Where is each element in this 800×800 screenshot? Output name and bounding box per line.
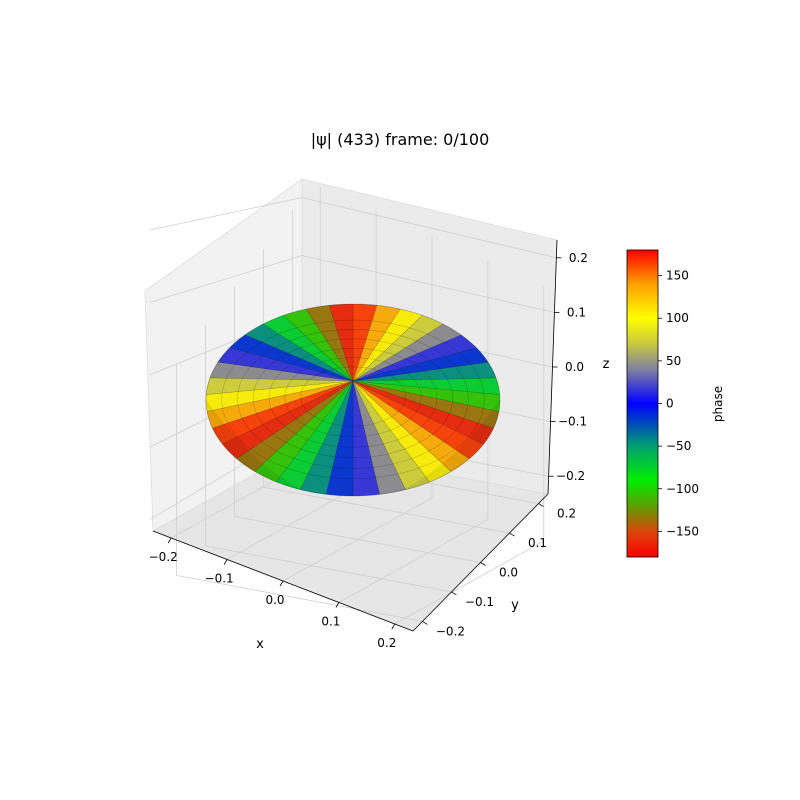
colorbar-gradient [626, 249, 659, 558]
surface-mesh-ring [300, 366, 406, 427]
colorbar-tick-label: −150 [666, 524, 699, 538]
z-tick-labels: −0.2 −0.1 0.0 0.1 0.2 [548, 251, 588, 483]
y-tick-labels: −0.2 −0.1 0.0 0.1 0.2 [422, 503, 576, 638]
surface-sector [316, 380, 354, 496]
colorbar: 150 100 50 0 −50 −100 −150 phase [626, 249, 725, 558]
surface-mesh-ring [268, 347, 438, 448]
x-tick-labels: −0.2 −0.1 0.0 0.1 0.2 [149, 537, 396, 650]
y-axis-label: y [511, 598, 519, 613]
colorbar-tick-label: −50 [666, 439, 691, 453]
colorbar-tick-label: 0 [666, 397, 674, 411]
z-tick-label: −0.1 [558, 415, 587, 429]
colorbar-tick-label: 100 [666, 311, 689, 325]
y-tick-label: 0.1 [528, 536, 547, 550]
colorbar-tick-label: 150 [666, 269, 689, 283]
colorbar-tick-label: 50 [666, 354, 681, 368]
x-axis-label: x [256, 637, 264, 652]
z-tick-label: 0.0 [565, 360, 584, 374]
y-tick-label: −0.2 [436, 624, 465, 638]
chart-title: |ψ| (433) frame: 0/100 [310, 130, 490, 149]
z-tick-label: 0.1 [567, 305, 586, 319]
x-tick-label: 0.2 [377, 636, 396, 650]
z-tick-label: −0.2 [556, 469, 585, 483]
x-tick-label: −0.1 [205, 572, 234, 586]
x-tick-label: 0.0 [265, 593, 284, 607]
x-tick-label: −0.2 [149, 550, 178, 564]
y-tick-label: 0.2 [557, 507, 576, 521]
x-tick-label: 0.1 [321, 615, 340, 629]
surface-mesh-ring [237, 329, 469, 469]
surface-mesh-ring [252, 338, 454, 459]
colorbar-label: phase [711, 386, 725, 422]
surface-sector [352, 304, 424, 382]
y-tick-label: −0.1 [465, 595, 494, 609]
z-axis-label: z [603, 357, 610, 372]
surface-mesh-ring [284, 357, 422, 437]
z-tick-label: 0.2 [569, 251, 588, 265]
surface-mesh-ring [221, 319, 485, 480]
y-tick-label: 0.0 [499, 566, 518, 580]
colorbar-ticks: 150 100 50 0 −50 −100 −150 [658, 269, 699, 538]
colorbar-tick-label: −100 [666, 482, 699, 496]
